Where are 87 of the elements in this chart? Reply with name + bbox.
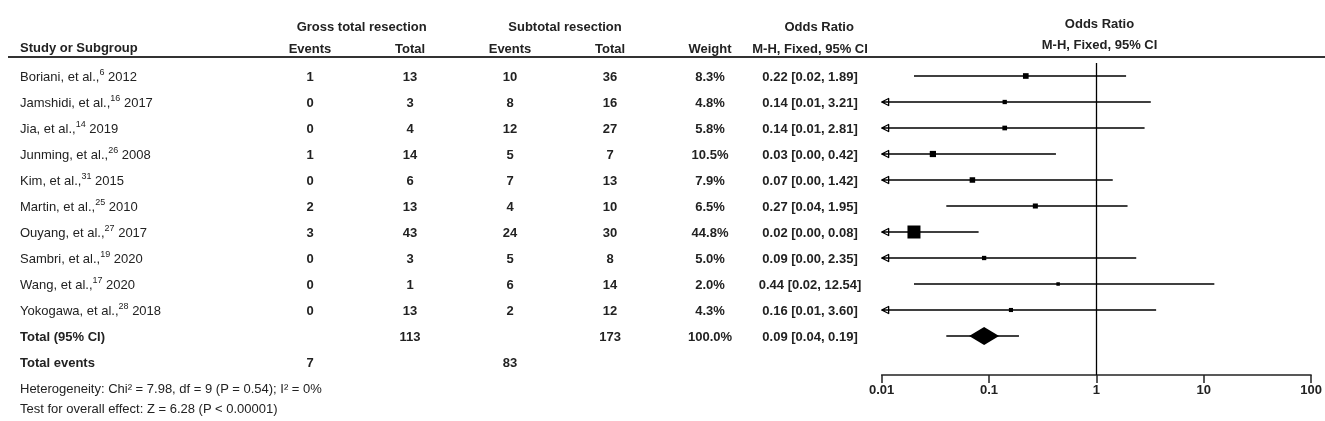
text: 0.14 [0.01, 2.81]: [762, 120, 858, 136]
text: 6: [406, 172, 414, 188]
text: 0.14 [0.01, 3.21]: [762, 94, 858, 110]
text: 7: [506, 172, 514, 188]
text: 0.02 [0.00, 0.08]: [762, 224, 858, 240]
text: 36: [602, 68, 618, 84]
text: 1: [306, 68, 314, 84]
text: 0.16 [0.01, 3.60]: [762, 302, 858, 318]
category-label: Total (95% CI): [20, 328, 105, 344]
text: Odds Ratio: [784, 18, 854, 34]
text: 24: [502, 224, 518, 240]
text: 10.5%: [691, 146, 729, 162]
text: 4: [506, 198, 514, 214]
text: 0.03 [0.00, 0.42]: [762, 146, 858, 162]
x-tick-label: 0.01: [868, 382, 895, 397]
text: 4: [406, 120, 414, 136]
x-tick-label: 10: [1196, 382, 1212, 397]
text: Gross total resection: [296, 18, 427, 34]
category-label: Events: [288, 41, 332, 56]
text: 0.09 [0.04, 0.19]: [762, 328, 858, 344]
text: 14: [602, 276, 618, 292]
text: 100.0%: [687, 328, 733, 344]
x-tick-label: 100: [1300, 382, 1323, 397]
text: 3: [406, 94, 414, 110]
text: 1: [306, 146, 314, 162]
text: 0.07 [0.00, 1.42]: [762, 172, 858, 188]
x-tick-label: 0.1: [979, 382, 999, 397]
text: 13: [402, 198, 418, 214]
text: 0.44 [0.02, 12.54]: [758, 276, 862, 292]
text: 6: [506, 276, 514, 292]
text: Test for overall effect: Z = 6.28 (P < 0.00001): [20, 401, 278, 416]
category-label: M-H, Fixed, 95% CI: [752, 41, 868, 56]
text: 5.8%: [695, 120, 725, 136]
text: 0: [306, 172, 314, 188]
text: 1: [406, 276, 414, 292]
x-tick-label: 1: [1092, 382, 1101, 397]
text: 13: [402, 302, 418, 318]
text: 43: [402, 224, 418, 240]
text: 27: [602, 120, 618, 136]
text: 8.3%: [695, 68, 725, 84]
text: 6.5%: [695, 198, 725, 214]
text: 0.27 [0.04, 1.95]: [762, 198, 858, 214]
text: 113: [399, 328, 421, 344]
text: 8: [606, 250, 614, 266]
category-label: Weight: [688, 41, 733, 56]
text: 13: [602, 172, 618, 188]
text: 2: [306, 198, 314, 214]
text: 12: [602, 302, 618, 318]
text: Study or Subgroup: [20, 40, 138, 55]
text: Heterogeneity: Chi² = 7.98, df = 9 (P = 0.54); I² = 0%: [20, 381, 323, 396]
text: 10: [502, 68, 518, 84]
text: 0.22 [0.02, 1.89]: [762, 68, 858, 84]
category-label: Events: [488, 41, 532, 56]
text: 4.3%: [695, 302, 725, 318]
text: 4.8%: [695, 94, 725, 110]
text: 0: [306, 250, 314, 266]
chart-title: Odds Ratio: [1064, 16, 1135, 31]
text: 44.8%: [691, 224, 729, 240]
text: 10: [602, 198, 618, 214]
text: 0: [306, 120, 314, 136]
text: 12: [502, 120, 518, 136]
category-label: Total events: [20, 354, 95, 370]
chart-subtitle: M-H, Fixed, 95% CI: [1041, 37, 1158, 52]
text: 3: [406, 250, 414, 266]
text: 83: [502, 354, 518, 370]
text: 173: [599, 328, 621, 344]
text: Subtotal resection: [508, 18, 622, 34]
category-label: Total: [394, 41, 426, 56]
text: 0: [306, 94, 314, 110]
text: 8: [506, 94, 514, 110]
text: 0: [306, 276, 314, 292]
text: 14: [402, 146, 418, 162]
text: 30: [602, 224, 618, 240]
category-label: Total: [594, 41, 626, 56]
text: 3: [306, 224, 314, 240]
text: 5: [506, 250, 514, 266]
text: 7.9%: [695, 172, 725, 188]
text: 2: [506, 302, 514, 318]
text: 2.0%: [695, 276, 725, 292]
text: 16: [602, 94, 618, 110]
text: 7: [306, 354, 314, 370]
text: 0: [306, 302, 314, 318]
text: 5.0%: [695, 250, 725, 266]
text: 7: [606, 146, 614, 162]
text: 13: [402, 68, 418, 84]
text: 5: [506, 146, 514, 162]
text: 0.09 [0.00, 2.35]: [762, 250, 858, 266]
